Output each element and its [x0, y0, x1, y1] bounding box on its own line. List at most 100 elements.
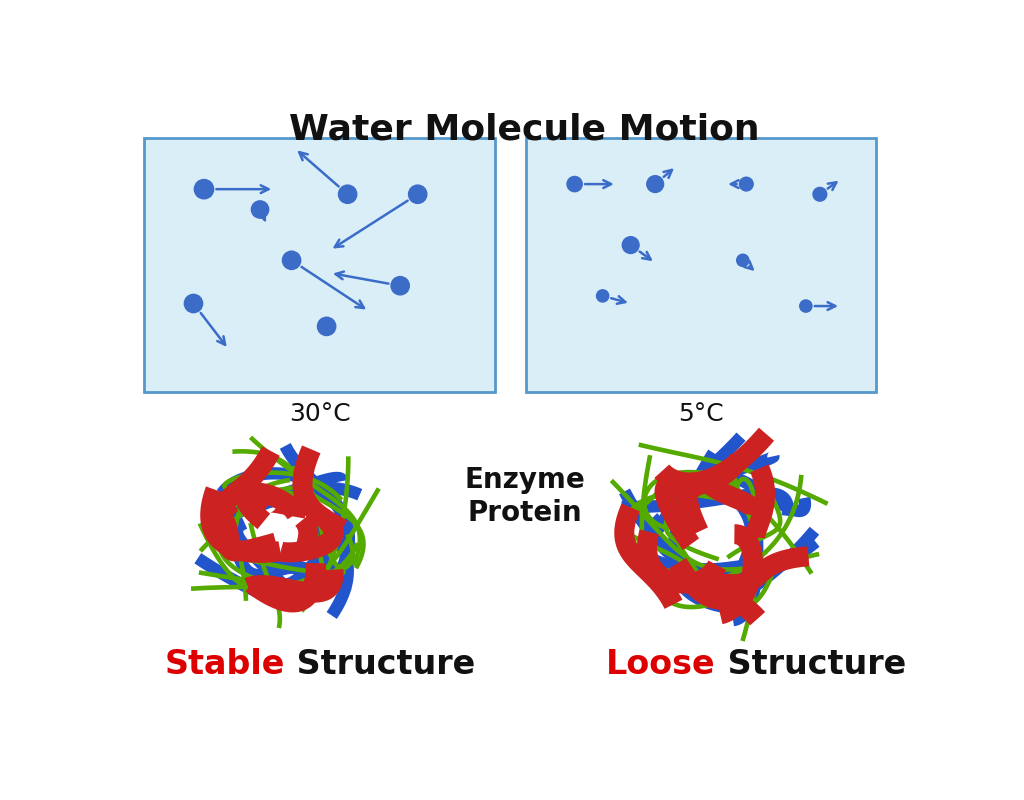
Polygon shape: [676, 541, 778, 610]
Polygon shape: [190, 542, 359, 591]
Polygon shape: [667, 450, 729, 614]
Circle shape: [317, 318, 336, 335]
Polygon shape: [264, 472, 348, 502]
Polygon shape: [637, 530, 726, 594]
Polygon shape: [284, 486, 354, 619]
Polygon shape: [714, 477, 758, 596]
Polygon shape: [706, 546, 809, 594]
Polygon shape: [622, 487, 795, 517]
Text: 5°C: 5°C: [678, 402, 724, 426]
Polygon shape: [669, 558, 765, 626]
Circle shape: [195, 179, 214, 199]
Text: Water Molecule Motion: Water Molecule Motion: [290, 113, 760, 147]
Polygon shape: [232, 485, 294, 531]
Polygon shape: [232, 449, 331, 589]
Text: Structure: Structure: [716, 648, 906, 681]
Polygon shape: [667, 477, 813, 575]
Polygon shape: [261, 526, 353, 591]
Circle shape: [813, 187, 826, 201]
Polygon shape: [201, 486, 283, 563]
Polygon shape: [222, 470, 343, 502]
Circle shape: [597, 290, 608, 302]
Polygon shape: [634, 553, 752, 575]
Polygon shape: [731, 471, 811, 517]
Circle shape: [623, 237, 639, 254]
Polygon shape: [664, 496, 720, 562]
Text: Stable: Stable: [164, 648, 285, 681]
Circle shape: [567, 177, 583, 192]
Polygon shape: [732, 506, 764, 626]
Circle shape: [736, 254, 749, 266]
Polygon shape: [216, 478, 290, 586]
Polygon shape: [252, 482, 362, 512]
Polygon shape: [217, 467, 349, 520]
Polygon shape: [659, 452, 779, 489]
Polygon shape: [688, 474, 804, 587]
Polygon shape: [248, 522, 283, 629]
Polygon shape: [216, 484, 327, 540]
Polygon shape: [246, 563, 326, 613]
Polygon shape: [280, 443, 355, 581]
Polygon shape: [664, 462, 738, 521]
Polygon shape: [293, 513, 318, 561]
Polygon shape: [278, 514, 343, 562]
Polygon shape: [614, 503, 682, 609]
Polygon shape: [230, 544, 304, 582]
Text: Enzyme
Protein: Enzyme Protein: [465, 466, 585, 526]
Circle shape: [252, 201, 268, 218]
Polygon shape: [726, 476, 782, 559]
Polygon shape: [745, 464, 775, 538]
Text: Structure: Structure: [285, 648, 475, 681]
Polygon shape: [223, 488, 248, 601]
Polygon shape: [637, 513, 757, 577]
Circle shape: [283, 251, 301, 270]
Polygon shape: [199, 491, 315, 553]
Polygon shape: [654, 475, 699, 550]
Polygon shape: [609, 479, 819, 572]
Circle shape: [647, 176, 664, 193]
Polygon shape: [654, 428, 774, 493]
Polygon shape: [293, 446, 347, 538]
Polygon shape: [623, 492, 744, 537]
Polygon shape: [642, 470, 736, 530]
Polygon shape: [198, 522, 331, 594]
Polygon shape: [257, 493, 307, 518]
Polygon shape: [718, 524, 763, 624]
Polygon shape: [249, 435, 362, 566]
Polygon shape: [199, 487, 381, 586]
Polygon shape: [231, 534, 355, 574]
Polygon shape: [729, 477, 760, 597]
Polygon shape: [215, 446, 280, 522]
Polygon shape: [618, 527, 707, 606]
Polygon shape: [631, 535, 756, 590]
Polygon shape: [633, 473, 739, 511]
Polygon shape: [195, 553, 328, 606]
Polygon shape: [640, 454, 741, 610]
Polygon shape: [702, 477, 764, 518]
Bar: [144, 138, 495, 393]
Polygon shape: [638, 442, 828, 506]
Polygon shape: [678, 454, 748, 536]
Polygon shape: [300, 456, 350, 613]
Polygon shape: [730, 466, 759, 642]
Polygon shape: [651, 433, 745, 534]
Circle shape: [409, 185, 427, 203]
Polygon shape: [245, 569, 344, 602]
Bar: [525, 138, 876, 393]
Polygon shape: [292, 466, 366, 570]
Polygon shape: [230, 542, 330, 582]
Polygon shape: [707, 526, 819, 606]
Circle shape: [391, 277, 410, 295]
Polygon shape: [236, 482, 304, 529]
Circle shape: [739, 178, 753, 191]
Circle shape: [184, 294, 203, 313]
Polygon shape: [620, 489, 819, 586]
Circle shape: [339, 185, 356, 203]
Polygon shape: [290, 486, 346, 576]
Text: 30°C: 30°C: [289, 402, 350, 426]
Circle shape: [800, 300, 812, 312]
Polygon shape: [230, 518, 297, 598]
Polygon shape: [208, 502, 279, 562]
Text: Loose: Loose: [606, 648, 716, 681]
Polygon shape: [308, 510, 351, 594]
